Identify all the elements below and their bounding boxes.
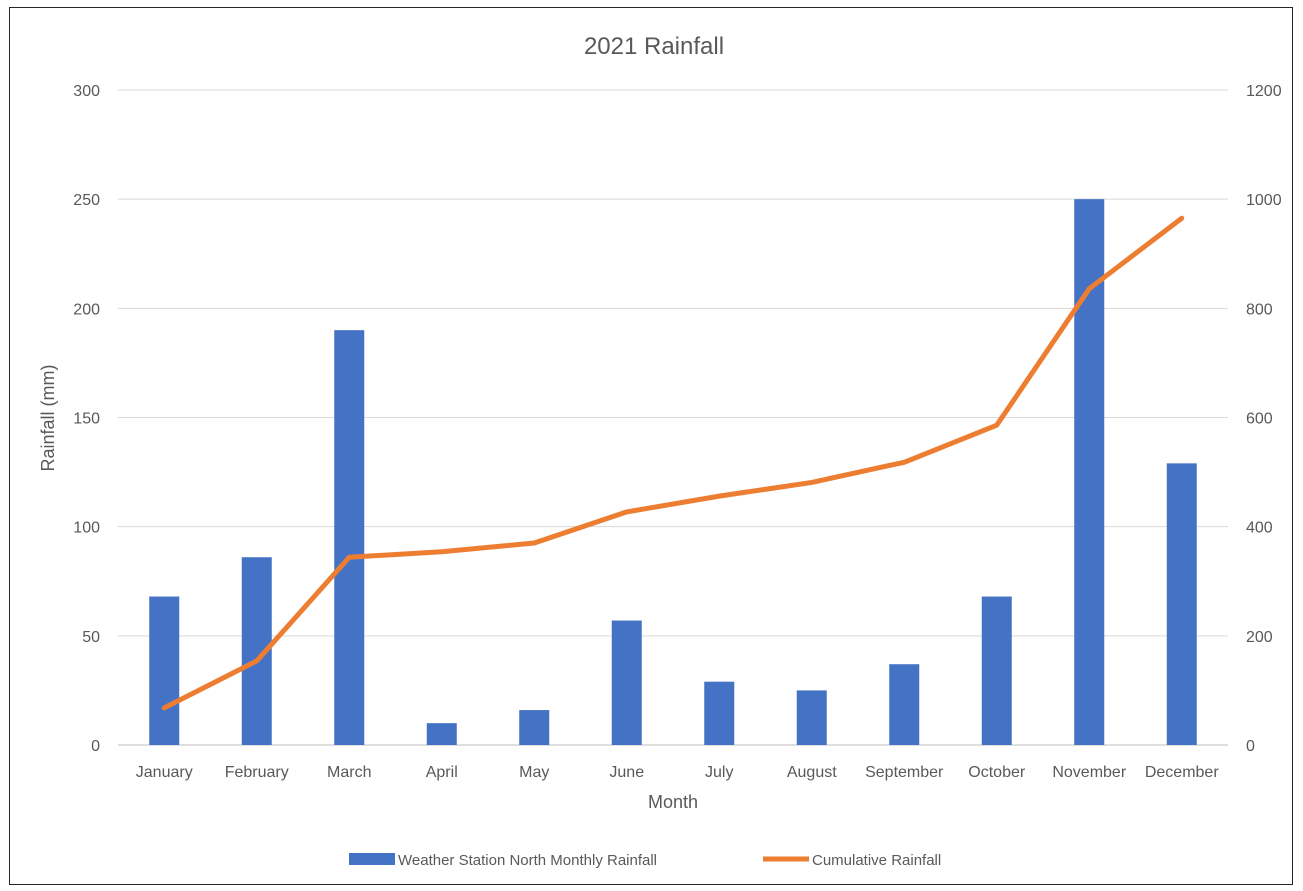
y2-tick-label: 1000	[1246, 192, 1282, 209]
x-tick-label: November	[1052, 764, 1126, 781]
x-axis-label: Month	[648, 792, 698, 812]
line-point	[996, 424, 998, 426]
x-tick-label: July	[705, 764, 733, 781]
bar	[611, 620, 642, 745]
y-tick-label: 300	[73, 83, 100, 100]
bar	[1166, 463, 1197, 745]
line-point	[626, 511, 628, 513]
cumulative-line	[161, 215, 1185, 711]
line-point	[163, 707, 165, 709]
left-axis-ticks: 0 50 100 150 200 250 300	[73, 83, 100, 755]
line-point	[533, 542, 535, 544]
y-axis-label: Rainfall (mm)	[38, 364, 58, 471]
bar	[149, 596, 180, 745]
line-point	[811, 481, 813, 483]
x-tick-label: June	[609, 764, 644, 781]
line-point	[441, 551, 443, 553]
chart-title: 2021 Rainfall	[584, 33, 724, 60]
y-tick-label: 250	[73, 192, 100, 209]
legend: Weather Station North Monthly Rainfall C…	[349, 852, 941, 869]
bar	[981, 596, 1012, 745]
x-tick-label: January	[136, 764, 193, 781]
x-tick-label: October	[968, 764, 1026, 781]
x-tick-label: December	[1145, 764, 1219, 781]
y-tick-label: 0	[91, 738, 100, 755]
line-point	[718, 495, 720, 497]
y2-tick-label: 200	[1246, 629, 1273, 646]
legend-swatch-bar	[349, 853, 395, 865]
right-axis-ticks: 0 200 400 600 800 1000 1200	[1246, 83, 1282, 755]
x-axis-ticks: January February March April May June July Augu…	[136, 764, 1220, 781]
x-tick-label: April	[426, 764, 458, 781]
bar	[519, 710, 550, 745]
bar	[334, 330, 365, 745]
bar	[796, 690, 827, 745]
x-tick-label: August	[787, 764, 837, 781]
bar	[704, 681, 735, 745]
x-tick-label: September	[865, 764, 944, 781]
legend-label-bar: Weather Station North Monthly Rainfall	[398, 852, 657, 869]
y-tick-label: 200	[73, 301, 100, 318]
y-tick-label: 50	[82, 629, 100, 646]
y-tick-label: 100	[73, 520, 100, 537]
y2-tick-label: 0	[1246, 738, 1255, 755]
y2-tick-label: 1200	[1246, 83, 1282, 100]
bar	[889, 664, 920, 745]
y2-tick-label: 800	[1246, 301, 1273, 318]
y2-tick-label: 400	[1246, 520, 1273, 537]
line-series	[161, 215, 1185, 711]
line-point	[1181, 217, 1183, 219]
line-point	[1088, 288, 1090, 290]
bar-series	[149, 199, 1197, 745]
y-tick-label: 150	[73, 411, 100, 428]
gridlines	[118, 89, 1228, 746]
line-point	[348, 556, 350, 558]
y2-tick-label: 600	[1246, 411, 1273, 428]
line-point	[256, 660, 258, 662]
bar	[426, 723, 457, 745]
x-tick-label: March	[327, 764, 371, 781]
x-tick-label: February	[225, 764, 289, 781]
line-point	[903, 461, 905, 463]
x-tick-label: May	[519, 764, 549, 781]
legend-label-line: Cumulative Rainfall	[812, 852, 941, 869]
